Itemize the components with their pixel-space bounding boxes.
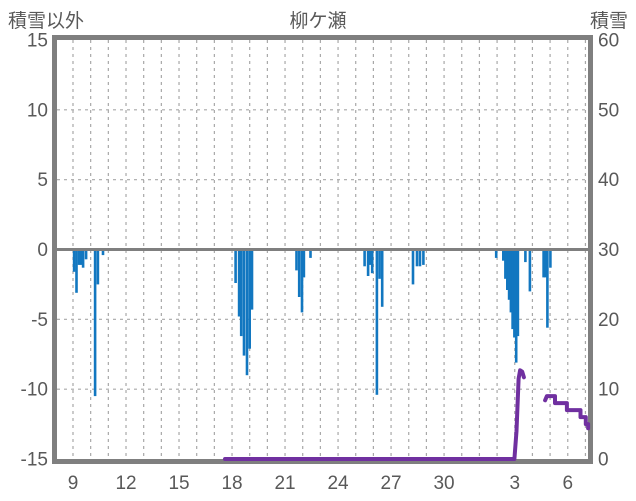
x-tick-label: 12 — [115, 473, 136, 494]
precip-bar — [248, 249, 251, 349]
x-tick-label: 30 — [433, 473, 454, 494]
precip-bar — [237, 249, 241, 317]
x-axis-labels: 9 12 15 18 21 24 27 30 3 6 — [68, 473, 573, 494]
precip-bar — [380, 249, 384, 307]
precip-bar — [415, 249, 419, 267]
precip-bar — [309, 249, 312, 258]
y-right-tick-label: 10 — [598, 380, 619, 401]
y-right-tick-label: 50 — [598, 100, 619, 121]
precip-bar — [411, 249, 415, 285]
x-tick-label: 6 — [562, 473, 573, 494]
x-tick-label: 21 — [274, 473, 295, 494]
precip-bar — [245, 249, 249, 376]
precip-bar — [504, 249, 507, 279]
precip-bars — [72, 249, 552, 397]
y-right-tick-label: 0 — [598, 450, 609, 471]
precip-bar — [422, 249, 425, 265]
precip-bar — [297, 249, 301, 297]
precip-bar — [96, 249, 100, 285]
x-tick-label: 27 — [380, 473, 401, 494]
precip-bar — [514, 249, 518, 363]
precip-bar — [250, 249, 254, 310]
precip-bar — [509, 249, 513, 313]
precip-bar — [77, 249, 81, 265]
precip-bar — [502, 249, 505, 261]
precip-bar — [81, 249, 85, 268]
precip-bar — [370, 249, 374, 274]
x-tick-label: 9 — [68, 473, 79, 494]
snow-depth-segment — [543, 394, 591, 431]
precip-bar — [516, 249, 520, 337]
precip-bar — [378, 249, 381, 279]
left-axis-title: 積雪以外 — [8, 11, 85, 32]
precip-bar — [368, 249, 372, 265]
snow-depth-segment — [223, 368, 526, 461]
precip-bar — [234, 249, 237, 283]
y-left-tick-label: 10 — [27, 100, 48, 121]
precip-bar — [72, 249, 76, 272]
precip-bar — [549, 249, 552, 268]
chart-title: 柳ケ瀬 — [289, 11, 347, 32]
precip-bar — [524, 249, 527, 263]
precip-bar — [363, 249, 366, 267]
y-right-tick-label: 30 — [598, 240, 619, 261]
y-left-tick-label: 15 — [27, 31, 48, 52]
snow-depth-line — [223, 368, 591, 461]
x-tick-label: 24 — [327, 473, 349, 494]
y-left-tick-label: -5 — [31, 310, 48, 331]
precip-bar — [418, 249, 422, 267]
y-left-tick-label: 5 — [37, 170, 48, 191]
precip-bar — [528, 249, 532, 292]
horizontal-gridlines — [57, 109, 588, 390]
precip-bar — [511, 249, 514, 330]
precip-bar — [544, 249, 547, 278]
precip-bar — [513, 249, 516, 338]
right-axis-labels: 60 50 40 30 20 10 0 — [598, 31, 619, 471]
precip-bar — [375, 249, 379, 395]
precip-bar — [79, 249, 83, 265]
y-left-tick-label: -15 — [21, 450, 48, 471]
y-left-tick-label: 0 — [37, 240, 48, 261]
precip-bar — [239, 249, 243, 337]
y-left-tick-label: -10 — [21, 380, 48, 401]
right-axis-title: 積雪 — [589, 11, 628, 32]
y-right-tick-label: 40 — [598, 170, 619, 191]
precip-bar — [93, 249, 97, 397]
precip-bar — [494, 249, 498, 258]
precip-bar — [295, 249, 298, 271]
plot-border — [52, 35, 593, 464]
x-tick-label: 18 — [221, 473, 242, 494]
precip-bar — [302, 249, 306, 278]
precip-bar — [242, 249, 246, 356]
x-tick-label: 3 — [509, 473, 520, 494]
precip-bar — [542, 249, 545, 278]
left-axis-labels: 15 10 5 0 -5 -10 -15 — [21, 31, 48, 471]
precip-bar — [366, 249, 370, 276]
y-right-tick-label: 20 — [598, 310, 619, 331]
precip-bar — [507, 249, 511, 300]
precip-bar — [101, 249, 105, 256]
precip-bar — [75, 249, 78, 293]
precip-bar — [546, 249, 549, 328]
y-right-tick-label: 60 — [598, 31, 619, 52]
precip-bar — [84, 249, 88, 260]
precip-bar — [506, 249, 509, 290]
precip-bar — [300, 249, 304, 313]
x-tick-label: 15 — [168, 473, 189, 494]
